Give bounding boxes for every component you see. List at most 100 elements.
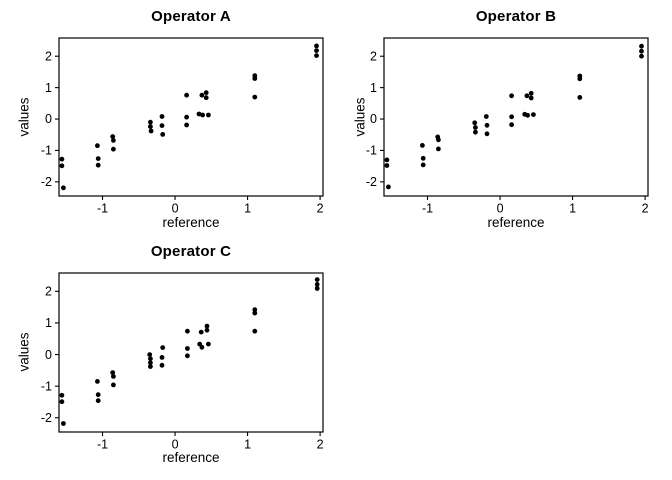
y-tick-label: 0 <box>45 348 52 362</box>
y-tick-label: 0 <box>370 112 377 126</box>
y-axis-label: values <box>352 97 368 137</box>
x-axis-ticks: -1 0 1 2 <box>97 196 324 216</box>
data-point <box>61 421 66 426</box>
data-point <box>198 329 204 335</box>
data-point <box>525 112 530 118</box>
data-point <box>314 53 319 58</box>
data-point <box>185 353 190 359</box>
data-point <box>95 156 101 162</box>
y-tick-label: -2 <box>41 175 52 189</box>
data-point <box>200 112 206 118</box>
data-point <box>639 43 644 49</box>
plot-border <box>383 37 649 197</box>
data-point <box>483 114 489 119</box>
data-point <box>436 146 441 152</box>
data-point <box>147 352 153 357</box>
data-point <box>528 90 534 96</box>
data-points <box>384 43 644 190</box>
data-point <box>95 143 100 149</box>
data-point <box>203 95 209 101</box>
data-point <box>252 328 258 334</box>
y-tick-label: -1 <box>41 144 52 158</box>
data-point <box>484 131 490 137</box>
y-tick-label: 1 <box>370 81 377 95</box>
y-axis-label: values <box>16 97 32 137</box>
data-point <box>159 123 165 128</box>
data-point <box>252 76 258 81</box>
data-points <box>59 43 319 191</box>
data-point <box>199 344 205 350</box>
data-point <box>204 327 210 333</box>
x-tick-label: -1 <box>97 438 108 452</box>
x-tick-label: 2 <box>317 202 324 216</box>
data-point <box>148 119 153 125</box>
panel-title: Operator C <box>150 243 232 260</box>
y-tick-label: 1 <box>45 316 52 330</box>
data-point <box>473 125 478 130</box>
y-tick-label: 2 <box>370 49 377 63</box>
data-point <box>420 162 426 168</box>
data-point <box>160 345 166 350</box>
data-point <box>59 163 65 169</box>
data-point <box>184 114 190 120</box>
x-tick-label: 1 <box>244 202 251 216</box>
data-point <box>639 53 644 59</box>
data-point <box>148 128 154 134</box>
data-point <box>577 76 583 82</box>
x-axis-ticks: -1 0 1 2 <box>422 196 649 216</box>
data-point <box>148 360 153 366</box>
data-point <box>196 111 202 117</box>
data-points <box>59 277 320 426</box>
data-point <box>314 43 319 49</box>
y-axis-ticks: -2 -1 0 1 2 <box>41 49 59 189</box>
data-point <box>314 286 320 291</box>
x-tick-label: 1 <box>244 438 251 452</box>
data-point <box>110 370 116 375</box>
y-tick-label: 0 <box>45 112 52 126</box>
x-tick-label: 0 <box>172 202 179 216</box>
data-point <box>111 138 116 143</box>
data-point <box>509 93 514 99</box>
data-point <box>185 328 190 334</box>
data-point <box>639 48 644 54</box>
data-point <box>95 379 100 384</box>
scatter-plot: -1 0 1 2 -2 -1 0 1 2 <box>41 272 324 452</box>
y-axis-ticks: -2 -1 0 1 2 <box>366 49 384 189</box>
data-point <box>159 114 165 119</box>
x-tick-label: -1 <box>97 202 108 216</box>
data-point <box>95 398 101 404</box>
x-tick-label: 0 <box>172 438 179 452</box>
x-axis-label: reference <box>487 215 545 230</box>
x-tick-label: -1 <box>422 202 433 216</box>
data-point <box>148 356 153 362</box>
y-tick-label: 1 <box>45 81 52 95</box>
data-point <box>384 157 390 163</box>
data-point <box>473 129 478 135</box>
data-point <box>206 112 211 118</box>
data-point <box>95 392 101 398</box>
data-point <box>314 277 320 282</box>
data-point <box>111 146 116 152</box>
x-axis-label: reference <box>162 450 220 465</box>
x-tick-label: 0 <box>497 202 504 216</box>
x-axis-ticks: -1 0 1 2 <box>97 432 324 452</box>
panel-operator-b: Operator B -1 0 1 2 -2 -1 0 1 2 reference values <box>336 0 672 240</box>
data-point <box>203 90 209 96</box>
data-point <box>148 124 153 129</box>
data-point <box>420 143 425 148</box>
y-axis-ticks: -2 -1 0 1 2 <box>41 285 59 425</box>
data-point <box>111 374 116 379</box>
y-tick-label: -1 <box>41 379 52 393</box>
data-point <box>184 92 190 98</box>
plot-border <box>58 37 324 197</box>
data-point <box>509 122 514 128</box>
data-point <box>531 112 536 117</box>
data-point <box>199 92 205 98</box>
panel-title: Operator A <box>151 8 231 25</box>
data-point <box>472 120 478 126</box>
data-point <box>314 48 319 53</box>
data-point <box>436 137 441 143</box>
x-tick-label: 2 <box>317 438 324 452</box>
data-point <box>524 93 530 99</box>
